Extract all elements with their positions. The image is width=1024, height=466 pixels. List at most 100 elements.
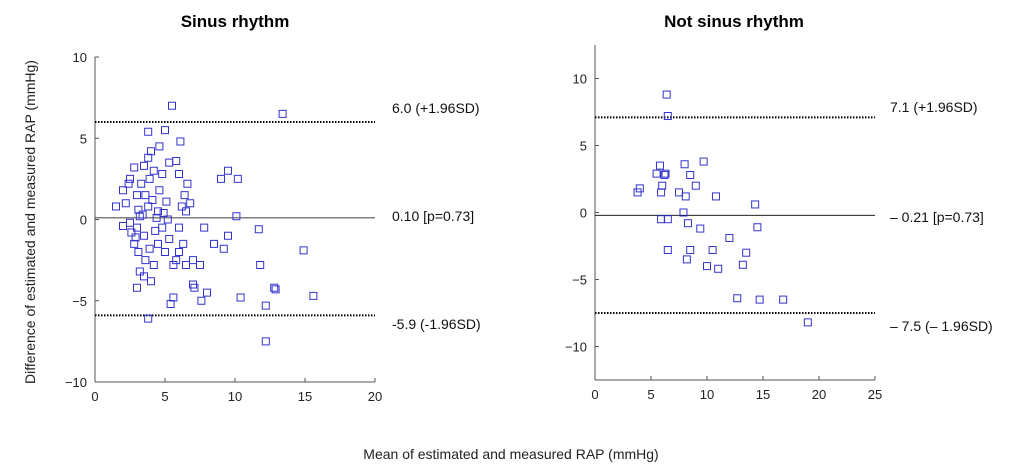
data-point	[683, 219, 692, 228]
data-point	[682, 255, 691, 264]
data-point	[144, 127, 153, 136]
x-axis-label: Mean of estimated and measured RAP (mmHg…	[363, 446, 658, 462]
data-point	[151, 226, 160, 235]
data-point	[161, 126, 169, 135]
upper-limit-label-sinus: 6.0 (+1.96SD)	[392, 100, 480, 116]
data-point	[189, 280, 197, 289]
data-point	[152, 213, 161, 222]
data-point	[179, 239, 188, 248]
data-point	[165, 235, 174, 243]
data-point	[203, 288, 211, 297]
data-point	[133, 283, 141, 292]
y-tick-label: 10	[73, 50, 87, 65]
data-point	[686, 246, 695, 255]
data-point	[219, 244, 228, 253]
data-point	[679, 208, 688, 217]
data-point	[138, 210, 147, 219]
data-point	[224, 166, 232, 175]
y-tick-label: 0	[580, 206, 587, 221]
y-tick-label: 0	[80, 213, 87, 228]
data-point	[161, 248, 169, 256]
data-point	[133, 223, 141, 232]
data-point	[141, 256, 150, 265]
data-point	[661, 169, 670, 178]
data-point	[158, 223, 167, 232]
data-point	[130, 239, 139, 248]
chart-title-not-sinus: Not sinus rhythm	[664, 12, 804, 31]
data-point	[140, 231, 148, 240]
x-tick-label: 5	[161, 389, 168, 404]
data-point	[180, 191, 189, 200]
data-point	[134, 248, 143, 256]
data-point	[175, 248, 183, 256]
data-point	[635, 184, 644, 193]
data-point	[144, 153, 153, 162]
points-sinus	[112, 101, 318, 346]
data-point	[663, 215, 672, 224]
data-point	[662, 90, 671, 99]
data-point	[210, 239, 218, 248]
data-point	[742, 248, 751, 257]
data-point	[147, 277, 155, 286]
data-point	[725, 233, 734, 242]
data-point	[144, 202, 153, 211]
data-point	[169, 293, 178, 302]
data-point	[155, 142, 164, 151]
lower-limit-label-not-sinus: – 7.5 (– 1.96SD)	[890, 318, 993, 334]
data-point	[254, 225, 263, 234]
data-point	[236, 293, 245, 302]
data-point	[165, 158, 174, 167]
data-point	[177, 202, 186, 211]
upper-limit-label-not-sinus: 7.1 (+1.96SD)	[890, 99, 978, 115]
data-point	[270, 283, 279, 292]
data-point	[803, 318, 812, 327]
data-point	[186, 199, 195, 208]
data-point	[691, 181, 700, 190]
data-point	[755, 295, 764, 304]
points-not-sinus	[633, 90, 812, 327]
data-point	[652, 169, 661, 178]
data-point	[299, 246, 308, 255]
data-point	[162, 197, 171, 206]
data-point	[675, 188, 683, 197]
data-point	[126, 174, 134, 183]
data-point	[127, 228, 136, 237]
lower-limit-label-sinus: -5.9 (-1.96SD)	[392, 316, 481, 332]
data-point	[663, 246, 672, 255]
data-point	[119, 186, 127, 195]
axes-sinus: 0 5 10 15 20 10 5 0 −5 −10	[65, 50, 382, 404]
chart-title-sinus: Sinus rhythm	[181, 12, 290, 31]
axes-not-sinus: 0 5 10 15 20 25 10 5 0 −5 −10	[565, 45, 882, 402]
data-point	[217, 174, 225, 183]
data-point	[278, 109, 287, 118]
data-point	[708, 246, 717, 255]
data-point	[149, 166, 158, 175]
x-tick-label: 0	[591, 387, 598, 402]
data-point	[135, 212, 144, 221]
x-tick-label: 15	[756, 387, 770, 402]
data-point	[124, 179, 133, 188]
x-tick-label: 25	[868, 387, 882, 402]
data-point	[224, 231, 232, 240]
data-point	[119, 222, 127, 230]
data-point	[657, 188, 666, 197]
data-point	[711, 192, 720, 201]
y-tick-label: 5	[580, 139, 587, 154]
data-point	[696, 224, 705, 233]
data-point	[196, 261, 204, 269]
data-point	[189, 256, 197, 265]
data-point	[149, 261, 158, 269]
data-point	[182, 207, 190, 216]
data-point	[681, 192, 690, 201]
data-point	[686, 170, 695, 179]
data-point	[131, 233, 140, 242]
data-point	[148, 196, 157, 204]
data-point	[134, 205, 143, 214]
chart-not-sinus-rhythm: Not sinus rhythm 0 5 10 15 20 25 10 5 0 −5 −10 7.1…	[565, 12, 993, 402]
data-point	[256, 261, 265, 269]
data-point	[175, 223, 183, 232]
data-point	[126, 218, 134, 227]
chart-sinus-rhythm: Sinus rhythm 0 5 10 15 20 10 5 0 −5 −10 6.0 (+1.9…	[65, 12, 481, 404]
data-point	[172, 256, 181, 265]
